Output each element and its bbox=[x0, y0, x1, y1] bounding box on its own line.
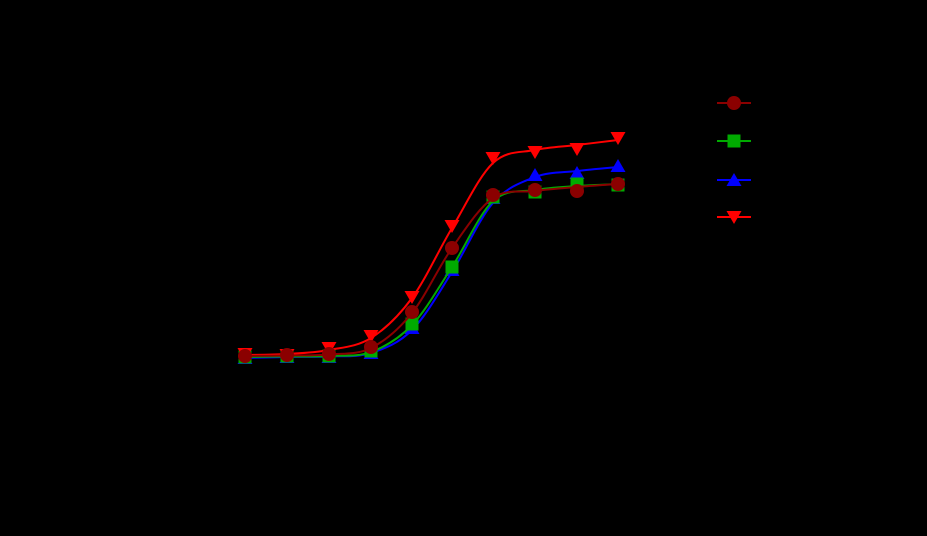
legend bbox=[717, 96, 751, 224]
series-curve-green-squares bbox=[244, 183, 619, 358]
series-dark-red-circles bbox=[238, 177, 625, 363]
marker-triangle-down-red-down-triangles-8 bbox=[527, 146, 543, 159]
marker-circle-dark-red-circles-1 bbox=[238, 349, 252, 363]
legend-entry-red-down-triangles bbox=[717, 211, 751, 224]
marker-circle-dark-red-circles-10 bbox=[611, 177, 625, 191]
series-curve-dark-red-circles bbox=[244, 183, 619, 357]
marker-triangle-down-red-down-triangles-5 bbox=[404, 291, 420, 304]
marker-circle-dark-red-circles-7 bbox=[486, 188, 500, 202]
marker-circle-dark-red-circles-3 bbox=[322, 347, 336, 361]
marker-circle-dark-red-circles-6 bbox=[445, 241, 459, 255]
marker-triangle-down-red-down-triangles-7 bbox=[485, 152, 501, 165]
marker-triangle-down-red-down-triangles-10 bbox=[610, 132, 626, 145]
marker-circle-dark-red-circles-5 bbox=[405, 305, 419, 319]
legend-entry-green-squares bbox=[717, 134, 751, 148]
marker-circle-dark-red-circles-8 bbox=[528, 183, 542, 197]
marker-triangle-down-red-down-triangles-9 bbox=[569, 143, 585, 156]
marker-triangle-down-red-down-triangles-4 bbox=[363, 330, 379, 343]
marker-circle-dark-red-circles-4 bbox=[364, 340, 378, 354]
marker-triangle-down-legend-red-down-triangles bbox=[726, 211, 742, 224]
legend-entry-blue-up-triangles bbox=[717, 173, 751, 186]
legend-entry-dark-red-circles bbox=[717, 96, 751, 110]
marker-circle-dark-red-circles-9 bbox=[570, 184, 584, 198]
marker-circle-dark-red-circles-2 bbox=[280, 348, 294, 362]
marker-triangle-up-blue-up-triangles-10 bbox=[610, 159, 626, 172]
marker-triangle-up-legend-blue-up-triangles bbox=[726, 173, 742, 186]
marker-triangle-up-blue-up-triangles-8 bbox=[527, 168, 543, 181]
marker-square-legend-green-squares bbox=[727, 134, 741, 148]
marker-triangle-down-red-down-triangles-6 bbox=[444, 220, 460, 233]
marker-circle-legend-dark-red-circles bbox=[727, 96, 741, 110]
marker-square-green-squares-6 bbox=[445, 260, 459, 274]
marker-triangle-up-blue-up-triangles-9 bbox=[569, 166, 585, 179]
marker-square-green-squares-5 bbox=[405, 317, 419, 331]
series-curve-red-down-triangles bbox=[244, 139, 619, 356]
